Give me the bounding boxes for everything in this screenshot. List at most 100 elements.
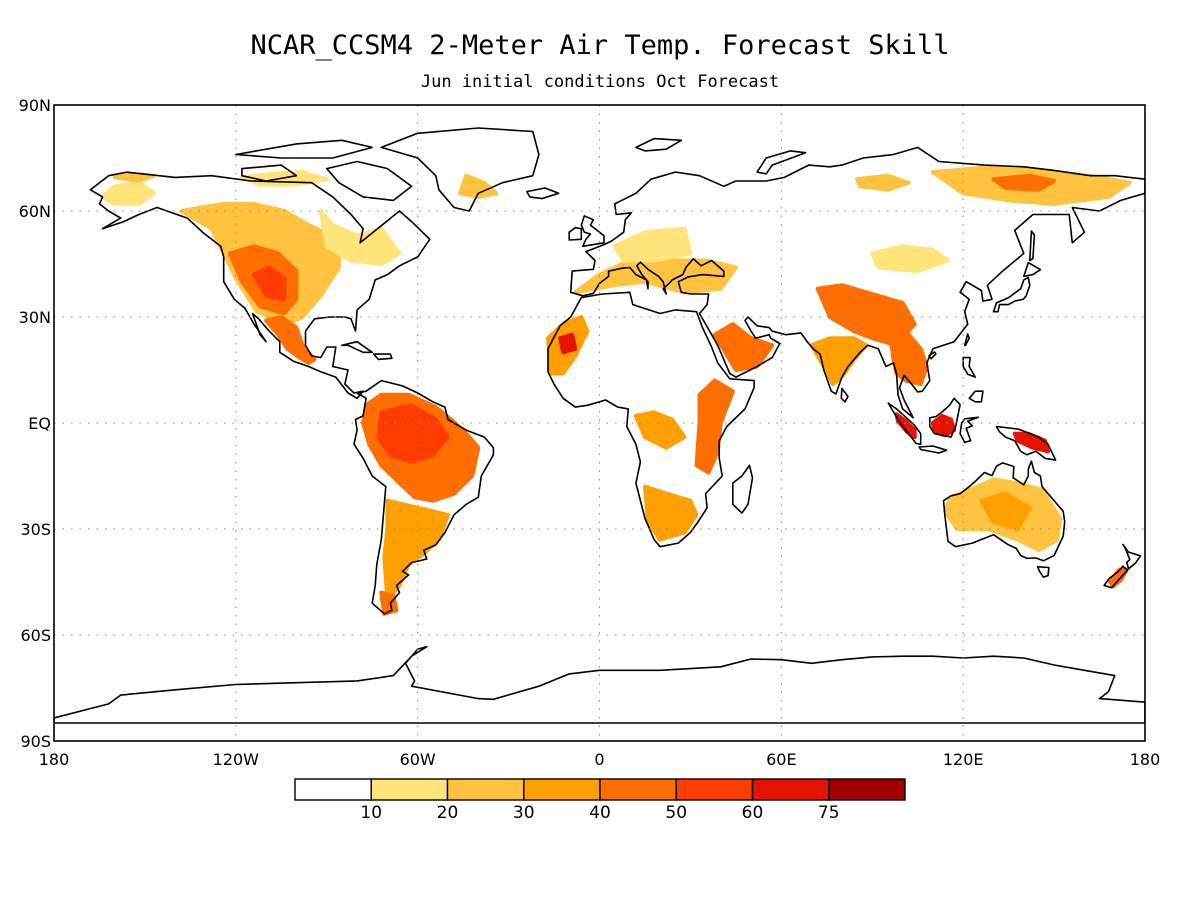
lat-tick-label: 30N bbox=[19, 308, 51, 327]
coastline-novaya-zemlya bbox=[756, 150, 807, 175]
skill-area-west-africa-core bbox=[558, 332, 578, 355]
coastline-south-america bbox=[353, 379, 495, 615]
land-antarctica bbox=[54, 646, 1145, 723]
coastline-victoria-island bbox=[241, 164, 298, 182]
lat-tick-label: 30S bbox=[20, 520, 51, 539]
skill-area-arabia bbox=[712, 322, 775, 372]
skill-area-mongolia bbox=[870, 244, 950, 274]
colorbar: 10 20 30 40 50 60 75 bbox=[294, 778, 906, 823]
skill-area-amazon-core bbox=[376, 403, 450, 464]
coastline-eurasia bbox=[569, 146, 1145, 419]
lat-tick-label: 60N bbox=[19, 202, 51, 221]
coastline-taiwan bbox=[963, 333, 971, 347]
coastline-australia bbox=[942, 460, 1066, 562]
skill-area-mexico bbox=[264, 315, 317, 365]
colorbar-swatch bbox=[370, 778, 449, 801]
coastline-new-zealand-south bbox=[1103, 565, 1129, 589]
skill-area-siberia-core bbox=[991, 173, 1057, 192]
colorbar-swatch bbox=[294, 778, 372, 801]
coastline-borneo bbox=[928, 397, 961, 438]
land-tasmania bbox=[1037, 566, 1049, 578]
coastline-iceland bbox=[525, 187, 560, 200]
coastline-greenland bbox=[380, 127, 540, 212]
map-title: NCAR_CCSM4 2-Meter Air Temp. Forecast Sk… bbox=[251, 30, 950, 61]
land-eurasia bbox=[570, 147, 1145, 418]
skill-area-southern-africa bbox=[643, 484, 699, 542]
colorbar-tick-label: 40 bbox=[589, 803, 611, 823]
skill-area-congo-basin bbox=[633, 410, 687, 450]
skill-area-new-guinea-skill bbox=[1012, 431, 1050, 454]
coastline-philippines-luzon bbox=[962, 356, 977, 378]
coastline-great-britain bbox=[580, 215, 605, 248]
coastline-sakhalin bbox=[1029, 230, 1036, 262]
coastline-svalbard bbox=[635, 137, 683, 152]
skill-area-greenland-south bbox=[458, 173, 499, 199]
colorbar-tick-label: 30 bbox=[513, 803, 535, 823]
coastline-africa bbox=[547, 291, 755, 548]
coastline-north-america bbox=[89, 171, 431, 400]
land-java bbox=[919, 446, 947, 453]
skill-area-australia-core bbox=[979, 491, 1032, 531]
coastline-hainan bbox=[928, 351, 937, 360]
coastline-ireland bbox=[568, 226, 583, 241]
colorbar-swatch bbox=[599, 778, 677, 801]
skill-area-us-southwest-core bbox=[252, 265, 287, 302]
land-svalbard bbox=[635, 138, 682, 151]
colorbar-tick-label: 10 bbox=[360, 803, 382, 823]
coastline-java bbox=[918, 445, 948, 454]
coastline-tasmania bbox=[1036, 565, 1050, 578]
colorbar-swatch bbox=[446, 778, 525, 801]
skill-area-patagonia bbox=[379, 590, 399, 616]
lat-tick-label: 60S bbox=[20, 626, 51, 645]
lon-tick-label: 60E bbox=[766, 750, 796, 769]
coastline-sri-lanka bbox=[840, 387, 849, 403]
coastline-philippines-mindanao bbox=[968, 390, 984, 403]
colorbar-tick-label: 60 bbox=[742, 803, 764, 823]
gridlines bbox=[54, 105, 1145, 741]
colorbar-swatch bbox=[828, 778, 906, 801]
lon-tick-label: 60W bbox=[400, 750, 436, 769]
lat-tick-label: EQ bbox=[28, 414, 51, 433]
lat-tick-label: 90N bbox=[19, 96, 51, 115]
coastline-new-zealand-north bbox=[1122, 543, 1142, 570]
coastline-madagascar bbox=[731, 464, 754, 514]
skill-area-central-europe bbox=[612, 226, 693, 263]
coastline-japan bbox=[992, 276, 1031, 313]
skill-area-east-africa bbox=[694, 378, 735, 475]
lon-tick-label: 120E bbox=[943, 750, 984, 769]
colorbar-tick-label: 75 bbox=[818, 803, 840, 823]
coastline-arctic-islands bbox=[235, 139, 374, 159]
land-madagascar bbox=[732, 465, 753, 514]
land-philippines-mindanao bbox=[969, 391, 983, 402]
coastline-hokkaido bbox=[1022, 261, 1042, 278]
lon-tick-label: 120W bbox=[213, 750, 260, 769]
coastline-new-guinea bbox=[995, 425, 1057, 461]
colorbar-tick-label: 50 bbox=[665, 803, 687, 823]
skill-area-mediterranean bbox=[573, 258, 738, 295]
colorbar-swatch bbox=[751, 778, 830, 801]
coastline-hispaniola bbox=[372, 353, 393, 361]
skill-area-alaska bbox=[100, 180, 156, 206]
map-area bbox=[54, 105, 1145, 741]
colorbar-swatch bbox=[675, 778, 754, 801]
land-cuba bbox=[341, 341, 373, 353]
skill-area-sumatra-skill bbox=[894, 412, 917, 440]
coastline-sulawesi bbox=[959, 416, 980, 444]
map-subtitle: Jun initial conditions Oct Forecast bbox=[421, 72, 779, 92]
map-frame bbox=[53, 104, 1146, 742]
coastline-cuba bbox=[341, 340, 374, 354]
lat-tick-label: 90S bbox=[20, 732, 51, 751]
skill-area-borneo-skill bbox=[930, 413, 957, 438]
coastline-sumatra bbox=[887, 402, 922, 446]
land-greenland bbox=[381, 128, 539, 211]
land-japan bbox=[993, 277, 1030, 312]
land-arctic-islands bbox=[235, 140, 373, 158]
coastline-layer bbox=[54, 127, 1145, 724]
colorbar-swatch bbox=[523, 778, 601, 801]
lon-tick-label: 180 bbox=[1130, 750, 1161, 769]
skill-area-west-siberia bbox=[855, 173, 911, 192]
coastline-antarctica bbox=[54, 645, 1145, 724]
lon-tick-label: 0 bbox=[594, 750, 604, 769]
